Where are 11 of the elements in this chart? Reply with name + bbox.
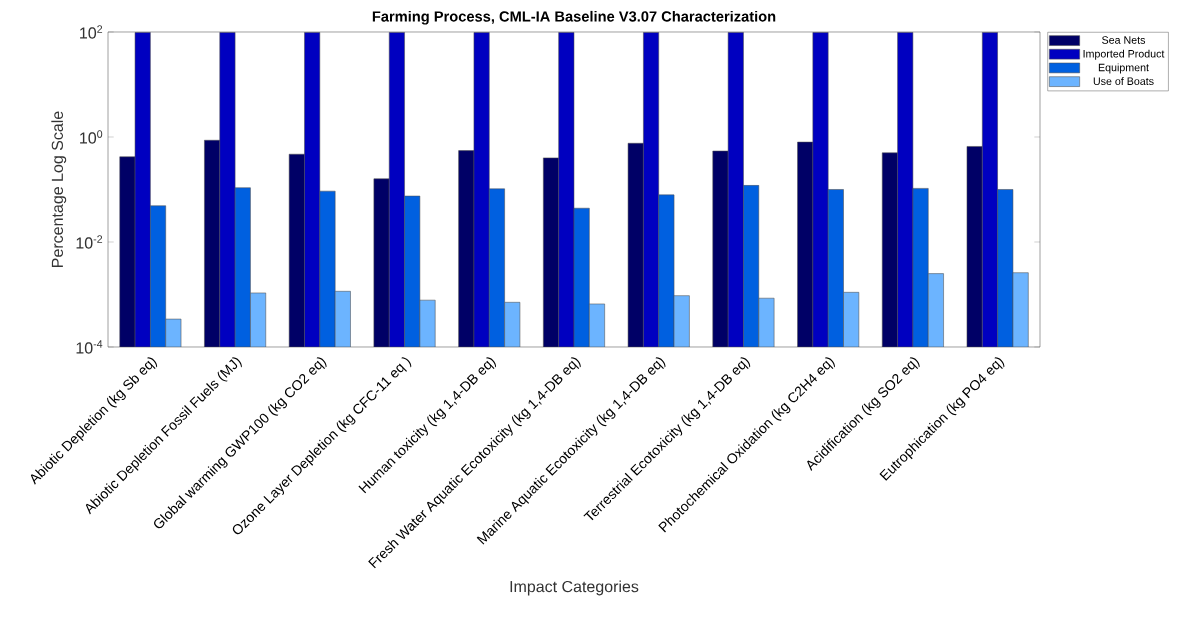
y-tick-label: 10$^{0}$	[80, 130, 103, 144]
legend-label: Equipment	[1098, 63, 1149, 74]
y-tick-label: 10$^{-2}$	[76, 235, 103, 249]
legend-label: Imported Product	[1083, 49, 1165, 60]
legend-label: Sea Nets	[1102, 36, 1146, 44]
legend-label: Use of Boats	[1093, 77, 1154, 85]
x-axis-title: Impact Categories	[510, 580, 639, 596]
y-axis-title: Percentage Log Scale	[51, 111, 67, 267]
y-tick-label: 10$^{-4}$	[76, 340, 103, 354]
y-tick-label: 10$^{2}$	[80, 25, 103, 39]
chart-title: Farming Process, CML-IA Baseline V3.07 Characterization	[372, 10, 776, 25]
